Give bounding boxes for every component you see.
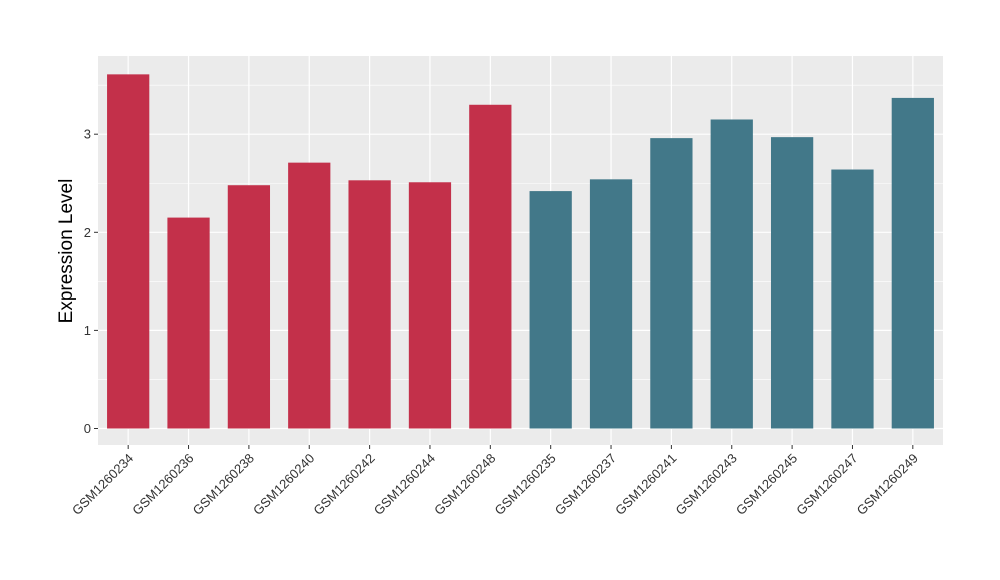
bar-GSM1260245 (770, 137, 814, 429)
x-tick-label: GSM1260238 (190, 451, 257, 518)
x-tick-label: GSM1260235 (491, 451, 558, 518)
x-tick-label: GSM1260234 (69, 451, 136, 518)
y-axis-title: Expression Level (56, 179, 77, 324)
plot-panel (98, 56, 943, 445)
bars (107, 74, 934, 429)
bar-GSM1260242 (348, 180, 391, 429)
x-tick-label: GSM1260237 (552, 451, 619, 518)
x-tick-label: GSM1260244 (371, 451, 438, 518)
x-tick-label: GSM1260236 (129, 451, 196, 518)
y-axis: 0 1 2 3 (84, 127, 98, 436)
x-tick-label: GSM1260241 (612, 451, 679, 518)
x-axis: GSM1260234GSM1260236GSM1260238GSM1260240… (69, 445, 921, 518)
bar-GSM1260247 (831, 169, 874, 429)
bar-GSM1260237 (589, 179, 633, 429)
y-tick-label: 3 (84, 127, 91, 142)
bar-GSM1260236 (167, 217, 210, 429)
bar-GSM1260234 (107, 74, 150, 429)
bar-GSM1260240 (288, 162, 331, 429)
x-tick-label: GSM1260242 (310, 451, 377, 518)
x-tick-label: GSM1260243 (673, 451, 740, 518)
bar-GSM1260249 (891, 97, 934, 429)
bar-GSM1260248 (469, 104, 512, 429)
bar-GSM1260238 (227, 185, 271, 429)
bar-GSM1260243 (710, 119, 753, 429)
x-tick-label: GSM1260245 (733, 451, 800, 518)
y-tick-label: 0 (84, 421, 91, 436)
x-tick-label: GSM1260247 (793, 451, 860, 518)
bar-GSM1260235 (529, 191, 572, 429)
x-tick-label: GSM1260249 (854, 451, 921, 518)
y-tick-label: 2 (84, 225, 91, 240)
y-tick-label: 1 (84, 323, 91, 338)
bar-GSM1260241 (650, 138, 693, 429)
bar-GSM1260244 (408, 182, 452, 429)
x-tick-label: GSM1260248 (431, 451, 498, 518)
x-tick-label: GSM1260240 (250, 451, 317, 518)
